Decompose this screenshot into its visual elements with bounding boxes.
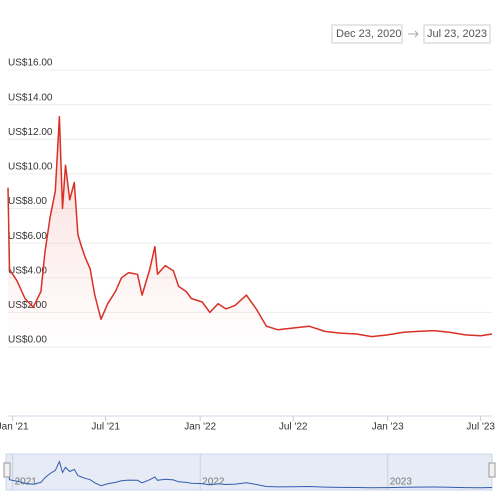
date-from: Dec 23, 2020 [336,28,401,40]
price-area [8,116,492,347]
navigator-tick-label: 2023 [390,477,413,488]
x-tick-label: Jan '22 [184,422,216,433]
date-to-input[interactable] [423,24,491,44]
y-tick-label: US$6.00 [8,231,47,242]
y-tick-label: US$8.00 [8,196,47,207]
navigator-handle[interactable] [488,462,496,478]
y-tick-label: US$16.00 [8,58,53,69]
navigator-handle[interactable] [3,462,11,478]
date-to: Jul 23, 2023 [427,28,487,40]
y-tick-label: US$14.00 [8,92,53,103]
y-tick-label: US$10.00 [8,162,53,173]
navigator-line [7,460,493,489]
range-arrow [408,30,419,38]
navigator-window[interactable] [5,453,493,491]
x-tick-label: Jan '23 [372,422,404,433]
date-from-input[interactable] [331,24,403,44]
navigator-tick-label: 2021 [15,477,38,488]
x-tick-label: Jul '23 [466,422,495,433]
navigator-tick-label: 2022 [202,477,225,488]
x-tick-label: Jul '21 [91,422,120,433]
y-tick-label: US$12.00 [8,127,53,138]
price-line [7,115,493,338]
x-tick-label: Jan '21 [0,422,29,433]
x-tick-label: Jul '22 [279,422,308,433]
y-tick-label: US$4.00 [8,265,47,276]
